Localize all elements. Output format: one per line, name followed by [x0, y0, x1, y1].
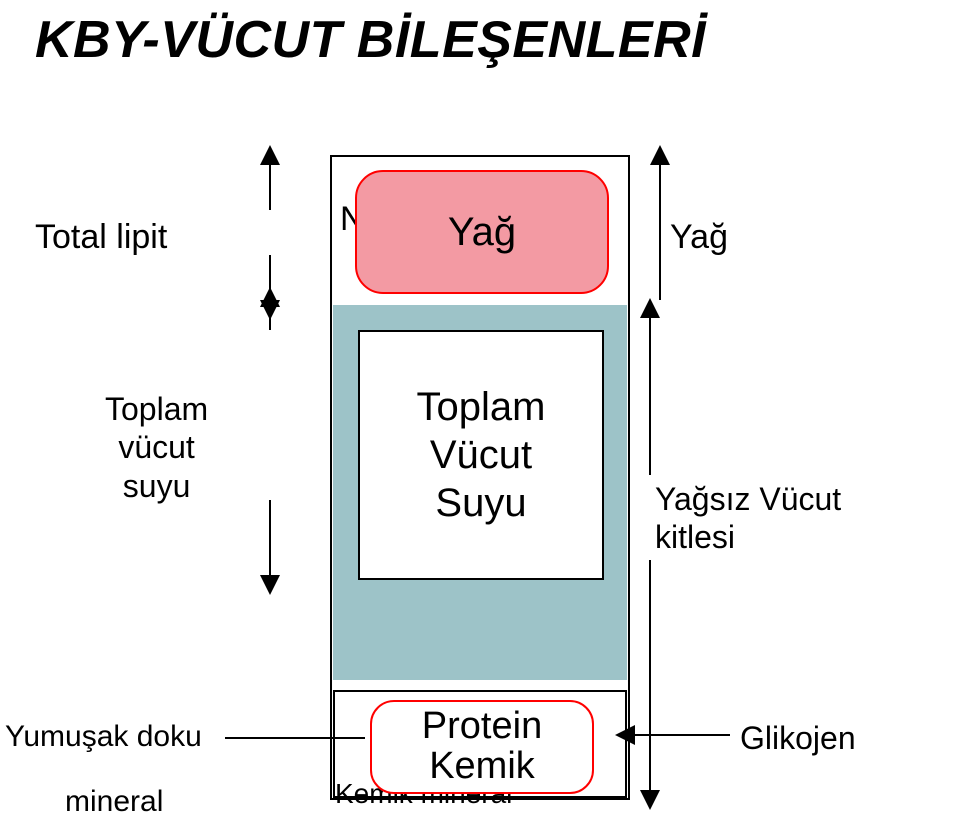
label-mineral: mineral [65, 785, 163, 819]
page-title: KBY-VÜCUT BİLEŞENLERİ [35, 10, 706, 70]
diagram-canvas: KBY-VÜCUT BİLEŞENLERİ N Yağ Toplam Vücut… [0, 0, 960, 840]
label-yag-right: Yağ [670, 218, 728, 257]
protein-rounded-block: Protein Kemik [370, 700, 594, 794]
water-inner-label: Toplam Vücut Suyu [417, 383, 546, 527]
label-yagsiz-vucut-kitlesi: Yağsız Vücut kitlesi [655, 480, 841, 557]
fat-block: Yağ [355, 170, 609, 294]
label-total-lipit: Total lipit [35, 218, 167, 257]
label-toplam-vucut-suyu: Toplam vücut suyu [105, 390, 208, 505]
label-yumusak-doku: Yumuşak doku [5, 720, 202, 754]
protein-rounded-label: Protein Kemik [422, 707, 542, 787]
fat-block-label: Yağ [448, 210, 516, 255]
water-inner-block: Toplam Vücut Suyu [358, 330, 604, 580]
label-glikojen: Glikojen [740, 720, 856, 757]
